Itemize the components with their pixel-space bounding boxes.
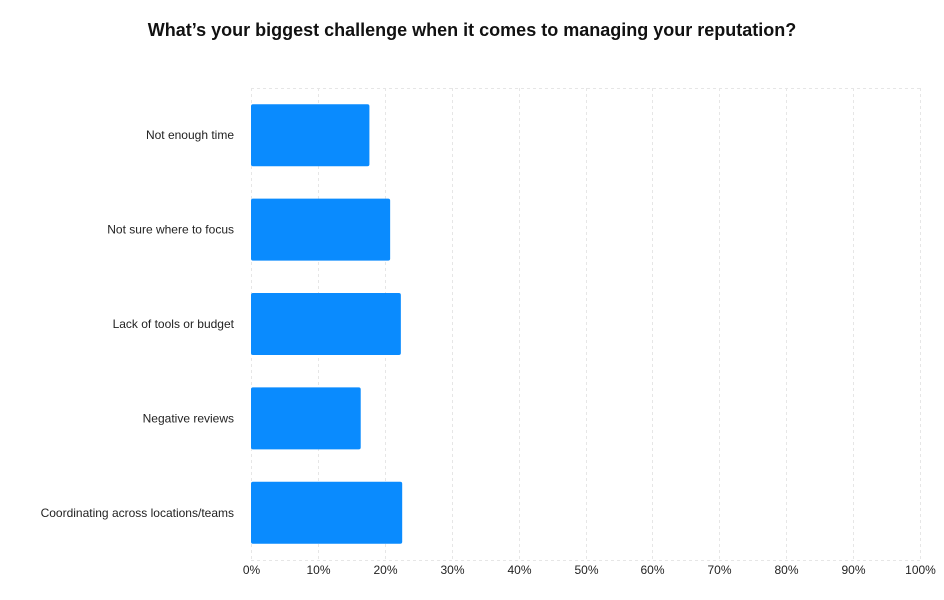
- x-tick-label: 0%: [243, 563, 261, 577]
- x-tick-label: 20%: [373, 563, 397, 577]
- category-label: Not sure where to focus: [107, 223, 234, 237]
- x-tick-label: 30%: [440, 563, 464, 577]
- x-tick-label: 40%: [507, 563, 531, 577]
- x-tick-label: 90%: [841, 563, 865, 577]
- category-label: Negative reviews: [143, 411, 234, 425]
- category-label: Not enough time: [146, 128, 234, 142]
- bars: [251, 104, 403, 544]
- bar[interactable]: [251, 198, 391, 261]
- category-labels: Not enough time Not sure where to focus La…: [41, 128, 235, 520]
- x-tick-label: 80%: [774, 563, 798, 577]
- x-tick-label: 10%: [306, 563, 330, 577]
- x-tick-label: 70%: [707, 563, 731, 577]
- chart-title: What’s your biggest challenge when it co…: [147, 20, 797, 40]
- bar[interactable]: [251, 481, 403, 544]
- bar[interactable]: [251, 387, 361, 450]
- bar[interactable]: [251, 104, 370, 167]
- bar[interactable]: [251, 293, 401, 355]
- x-tick-label: 60%: [640, 563, 664, 577]
- x-tick-label: 100%: [905, 563, 936, 577]
- category-label: Lack of tools or budget: [113, 317, 235, 331]
- category-label: Coordinating across locations/teams: [41, 506, 234, 520]
- x-axis-tick-labels: 0% 10% 20% 30% 40% 50% 60% 70% 80% 90% 100%: [243, 563, 936, 577]
- x-tick-label: 50%: [574, 563, 598, 577]
